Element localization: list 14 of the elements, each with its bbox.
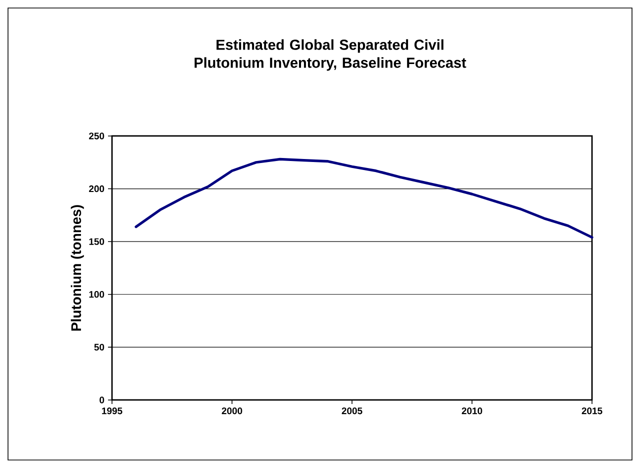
y-axis-title: Plutonium (tonnes) xyxy=(70,205,84,331)
x-tick-label: 2010 xyxy=(462,408,482,414)
y-tick-label: 0 xyxy=(100,396,104,404)
x-tick-label: 2005 xyxy=(342,408,362,414)
y-tick-label: 150 xyxy=(89,238,104,245)
y-tick-label: 250 xyxy=(89,132,104,140)
y-tick-label: 50 xyxy=(94,344,104,351)
chart-title: Estimated Global Separated Civil Plutonium Inventory, Baseline Forecast xyxy=(194,39,466,71)
y-tick-label: 200 xyxy=(89,185,104,192)
line-series xyxy=(134,158,594,239)
y-tick-label: 100 xyxy=(89,291,104,298)
x-tick-label: 2015 xyxy=(582,408,602,414)
x-tick-label: 2000 xyxy=(222,408,242,414)
x-tick-label: 1995 xyxy=(102,408,122,414)
